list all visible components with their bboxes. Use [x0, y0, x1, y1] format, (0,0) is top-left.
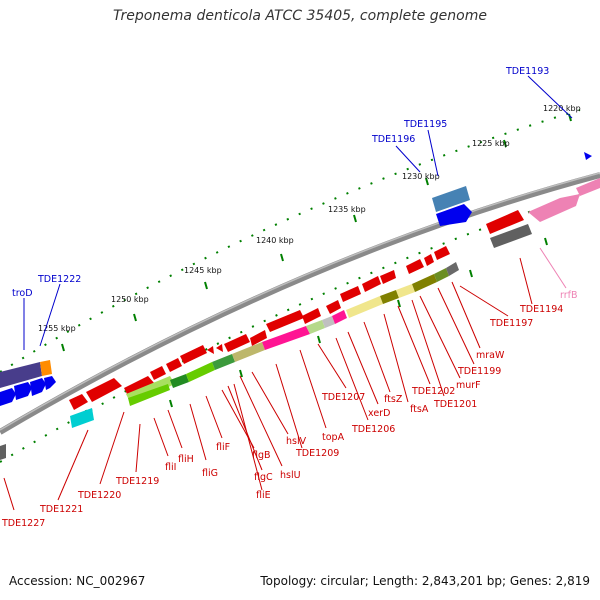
gene-label-flgb: flgB	[252, 450, 271, 461]
gene-label-tde1195: TDE1195	[403, 119, 447, 130]
gene-label-flii: fliI	[165, 462, 176, 473]
gene-label-tde1196: TDE1196	[371, 134, 415, 145]
gene-label-flig: fliG	[202, 468, 218, 479]
gene-label-hslu: hslU	[280, 470, 301, 481]
map-title: Treponema denticola ATCC 35405, complete…	[113, 8, 487, 24]
gene-label-tde1222: TDE1222	[37, 274, 81, 285]
gene-label-tde1193: TDE1193	[505, 66, 549, 77]
gene-label-ftsz: ftsZ	[384, 394, 403, 405]
gene-label-mraw: mraW	[476, 350, 505, 361]
genome-backbone	[0, 172, 600, 435]
gene-label-tde1207: TDE1207	[321, 392, 365, 403]
gene-label-trod: troD	[12, 288, 33, 299]
blue-genes	[0, 152, 592, 406]
kbp-label-1235: 1235 kbp	[328, 205, 366, 214]
gene-label-topa: topA	[322, 432, 345, 443]
kbp-label-1230: 1230 kbp	[402, 172, 440, 181]
gene-label-rrfb: rrfB	[560, 290, 578, 301]
kbp-label-1245: 1245 kbp	[184, 266, 222, 275]
gene-label-xerd: xerD	[368, 408, 390, 419]
gene-label-murf: murF	[456, 380, 481, 391]
gene-label-ftsa: ftsA	[410, 404, 429, 415]
gene-label-tde1201: TDE1201	[433, 399, 477, 410]
red-leader-lines	[3, 257, 533, 511]
kbp-label-1255: 1255 kbp	[38, 324, 76, 333]
blue-gene-labels: TDE1193 TDE1195 TDE1196 TDE1222 troD	[12, 66, 549, 299]
accession-text: Accession: NC_002967	[9, 574, 146, 588]
gene-label-tde1219: TDE1219	[115, 476, 159, 487]
gene-label-tde1206: TDE1206	[351, 424, 395, 435]
reverse-strand-genes	[0, 178, 600, 460]
gene-label-flie: fliE	[256, 490, 271, 501]
gene-label-tde1199: TDE1199	[457, 366, 501, 377]
gene-label-flif: fliF	[216, 442, 230, 453]
kbp-label-1225: 1225 kbp	[472, 139, 510, 148]
blue-leader-lines	[23, 75, 573, 350]
gene-label-tde1209: TDE1209	[295, 448, 339, 459]
gene-label-flih: fliH	[178, 454, 194, 465]
gene-label-hslv: hslV	[286, 436, 307, 447]
gene-label-tde1197: TDE1197	[489, 318, 533, 329]
kbp-scale-upper	[0, 109, 581, 373]
forward-strand-genes	[69, 210, 524, 410]
kbp-label-1250: 1250 kbp	[111, 295, 149, 304]
pink-leader-lines	[539, 247, 567, 289]
gene-label-tde1220: TDE1220	[77, 490, 121, 501]
gene-label-tde1194: TDE1194	[519, 304, 563, 315]
gene-label-flgc: flgC	[254, 472, 273, 483]
gene-label-tde1227: TDE1227	[1, 518, 45, 529]
gene-label-tde1221: TDE1221	[39, 504, 83, 515]
red-gene-labels: TDE1227 TDE1221 TDE1220 TDE1219 fliI fli…	[1, 304, 563, 529]
genome-info-text: Topology: circular; Length: 2,843,201 bp…	[260, 574, 590, 588]
kbp-label-1240: 1240 kbp	[256, 236, 294, 245]
gene-label-tde1202: TDE1202	[411, 386, 455, 397]
